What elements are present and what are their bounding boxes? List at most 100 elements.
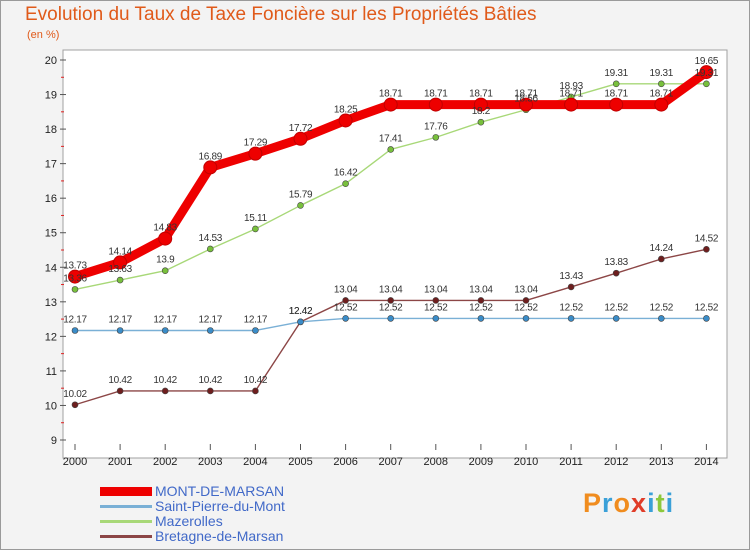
legend-label: Mazerolles [155, 513, 223, 529]
data-label: 13.63 [108, 264, 132, 275]
data-label: 12.52 [650, 302, 674, 313]
data-point [116, 387, 124, 395]
data-point [522, 315, 530, 322]
data-point [116, 327, 124, 334]
data-label: 17.76 [424, 121, 448, 132]
data-point [432, 134, 440, 141]
data-point [387, 297, 395, 304]
data-point [522, 297, 530, 304]
x-tick-label: 2005 [288, 456, 312, 468]
unit-label: (en %) [27, 29, 60, 41]
data-point [71, 327, 79, 334]
data-point [703, 80, 710, 88]
data-label: 10.42 [153, 375, 177, 386]
logo-letter: P [583, 488, 603, 518]
y-tick-label: 18 [45, 124, 57, 136]
legend-swatch [100, 487, 152, 496]
chart-title: Evolution du Taux de Taxe Foncière sur l… [25, 4, 537, 25]
logo-letter: o [613, 488, 632, 518]
data-point [657, 80, 665, 88]
data-label: 12.52 [604, 302, 628, 313]
y-tick-label: 10 [45, 400, 57, 412]
data-label: 14.53 [199, 233, 223, 244]
data-label: 18.2 [472, 106, 491, 117]
data-label: 13.04 [514, 284, 538, 295]
legend-label: Saint-Pierre-du-Mont [155, 498, 285, 514]
data-label: 10.42 [108, 375, 132, 386]
data-label: 18.71 [604, 89, 628, 100]
legend-label: Bretagne-de-Marsan [155, 528, 284, 544]
data-point [338, 113, 353, 128]
x-tick-label: 2001 [108, 456, 132, 468]
data-point [203, 160, 218, 175]
data-label: 12.17 [63, 314, 87, 325]
data-point [68, 269, 82, 284]
proxiti-logo: Proxiti [583, 488, 674, 519]
data-point [158, 231, 173, 246]
data-point [609, 97, 624, 112]
x-tick-label: 2007 [378, 456, 402, 468]
data-label: 12.52 [334, 302, 358, 313]
logo-letter: r [602, 488, 614, 518]
data-label: 14.14 [108, 246, 132, 257]
data-point [342, 315, 349, 322]
x-tick-label: 2008 [424, 456, 448, 468]
legend-swatch [100, 520, 152, 523]
data-label: 13.73 [63, 261, 87, 272]
data-label: 18.56 [514, 94, 538, 105]
data-label: 13.04 [334, 284, 358, 295]
x-tick-label: 2009 [469, 456, 493, 468]
x-tick-label: 2011 [559, 456, 583, 468]
data-point [567, 283, 575, 291]
x-tick-label: 2012 [604, 456, 628, 468]
data-point [657, 315, 665, 322]
data-point [293, 131, 308, 146]
data-point [297, 318, 304, 326]
y-tick-label: 14 [45, 262, 57, 274]
data-point [161, 387, 169, 395]
series-mont-de-marsan [68, 65, 714, 284]
data-label: 12.17 [153, 314, 177, 325]
y-tick-label: 15 [45, 228, 57, 240]
data-label: 14.24 [650, 243, 674, 254]
data-point [432, 315, 440, 322]
data-point [654, 97, 669, 112]
data-label: 18.71 [559, 89, 583, 100]
data-label: 19.31 [604, 68, 628, 79]
data-label: 17.29 [244, 138, 268, 149]
data-point [161, 327, 169, 334]
data-label: 17.41 [379, 133, 403, 144]
data-label: 19.31 [650, 68, 674, 79]
x-tick-label: 2010 [514, 456, 538, 468]
data-label: 16.89 [199, 151, 223, 162]
data-label: 12.17 [108, 314, 132, 325]
data-label: 13.43 [559, 271, 583, 282]
data-label: 15.79 [289, 189, 313, 200]
data-label: 12.52 [469, 302, 493, 313]
data-point [113, 255, 128, 270]
data-label: 16.42 [334, 168, 358, 179]
data-point [473, 97, 488, 112]
data-label: 13.04 [379, 284, 403, 295]
data-label: 12.52 [424, 302, 448, 313]
y-tick-label: 12 [45, 331, 57, 343]
data-label: 13.83 [604, 257, 628, 268]
data-label: 10.42 [199, 375, 223, 386]
data-label: 18.71 [469, 89, 493, 100]
y-tick-label: 11 [46, 366, 57, 378]
logo-letter: i [665, 488, 675, 518]
data-point [342, 297, 349, 304]
data-label: 12.52 [514, 302, 538, 313]
x-tick-label: 2013 [649, 456, 673, 468]
data-label: 18.71 [424, 89, 448, 100]
x-tick-label: 2004 [243, 456, 267, 468]
series-saint-pierre-du-mont [71, 315, 710, 334]
data-point [612, 269, 620, 277]
data-point [71, 286, 79, 293]
data-point [699, 65, 714, 80]
x-tick-label: 2014 [694, 456, 718, 468]
data-label: 18.71 [379, 89, 403, 100]
data-label: 10.02 [63, 389, 87, 400]
data-point [477, 297, 485, 304]
